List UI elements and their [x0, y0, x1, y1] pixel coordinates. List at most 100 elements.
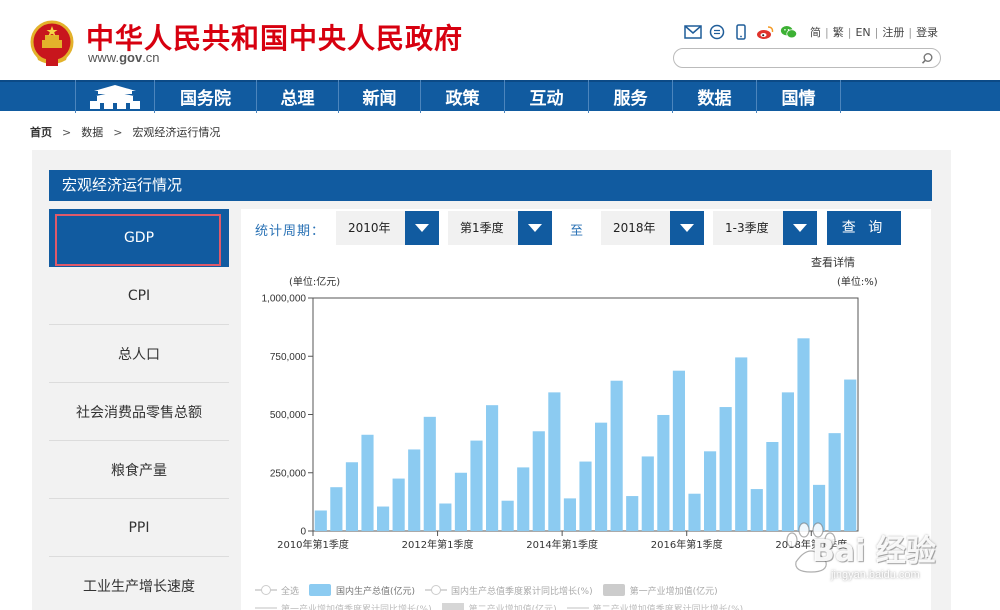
gdp-bar [828, 433, 841, 531]
to-year-select[interactable]: 2018年 [601, 211, 704, 245]
to-label: 至 [570, 224, 584, 239]
legend-label: 第一产业增加值季度累计同比增长(%) [281, 604, 432, 610]
legend-item-secondary-industry[interactable]: 第二产业增加值(亿元) [441, 602, 557, 610]
weibo-icon[interactable] [756, 24, 774, 40]
site-search-box [673, 48, 941, 68]
unit-left-label: (单位:亿元) [289, 277, 341, 288]
y-tick-label: 500,000 [270, 410, 307, 421]
watermark-url: jingyan.baidu.com [831, 569, 920, 581]
gdp-bar [563, 498, 577, 531]
site-title[interactable]: 中华人民共和国中央人民政府 [86, 22, 464, 55]
breadcrumb: 首页 > 数据 > 宏观经济运行情况 [30, 124, 220, 140]
legend-label: 第一产业增加值(亿元) [629, 586, 718, 597]
menu-item-industrial-growth[interactable]: 工业生产增长速度 [49, 557, 229, 610]
nav-item-services[interactable]: 服务 [589, 80, 673, 113]
menu-item-retail-sales[interactable]: 社会消费品零售总额 [49, 383, 229, 441]
gdp-bar [610, 380, 623, 531]
wechat-icon[interactable] [780, 24, 798, 40]
search-icon[interactable] [921, 52, 934, 65]
gdp-bar [626, 496, 639, 531]
gdp-bar [345, 462, 359, 531]
language-links: 简 | 繁 | EN | 注册 | 登录 [806, 24, 942, 40]
mail-icon[interactable] [684, 24, 702, 40]
nav-item-national-info[interactable]: 国情 [757, 80, 841, 113]
watermark-text: Bai 经验 [812, 534, 936, 569]
menu-item-label: GDP [123, 230, 155, 246]
chevron-down-icon[interactable] [518, 211, 552, 245]
menu-item-grain-output[interactable]: 粮食产量 [49, 441, 229, 499]
unit-right-label: (单位:%) [837, 277, 878, 288]
legend-item-select-all[interactable]: 全选 [255, 584, 299, 597]
to-year-value: 2018年 [613, 221, 656, 235]
gdp-bar [641, 456, 654, 531]
legend-line-swatch [566, 603, 589, 610]
breadcrumb-data[interactable]: 数据 [81, 126, 104, 139]
gdp-bar [485, 405, 499, 531]
nav-item-state-council[interactable]: 国务院 [155, 80, 257, 113]
separator: | [847, 25, 852, 39]
national-emblem-icon[interactable] [30, 20, 74, 68]
gdp-bar [376, 506, 390, 531]
nav-item-interaction[interactable]: 互动 [505, 80, 589, 113]
gdp-bar [672, 370, 686, 531]
chart-legend: 全选 国内生产总值(亿元) 国内生产总值季度累计同比增长(%) 第一产业增加值(… [255, 583, 728, 597]
query-button[interactable]: 查 询 [827, 211, 901, 245]
nav-item-data[interactable]: 数据 [673, 80, 757, 113]
separator: | [874, 25, 879, 39]
gdp-bar [423, 416, 436, 531]
lang-simplified-link[interactable]: 简 [810, 26, 821, 39]
gdp-bar [392, 478, 405, 531]
legend-item-primary-industry[interactable]: 第一产业增加值(亿元) [602, 584, 718, 597]
gdp-bar [703, 451, 717, 531]
view-details-link[interactable]: 查看详情 [811, 256, 855, 269]
from-year-select[interactable]: 2010年 [336, 211, 439, 245]
gdp-bar [408, 449, 421, 531]
gdp-bar [735, 357, 748, 531]
mobile-icon[interactable] [732, 24, 750, 40]
site-url-prefix: www. [88, 50, 120, 65]
from-quarter-select[interactable]: 第1季度 [448, 211, 552, 245]
nav-item-premier[interactable]: 总理 [257, 80, 339, 113]
gdp-bar-chart: 1,000,000 750,000 500,000 250,000 02010年第1季度… [262, 294, 859, 551]
menu-item-total-population[interactable]: 总人口 [49, 325, 229, 383]
message-icon[interactable] [708, 24, 726, 40]
breadcrumb-home[interactable]: 首页 [30, 126, 52, 139]
gdp-bar [594, 422, 608, 531]
chevron-down-icon[interactable] [670, 211, 704, 245]
chevron-down-icon[interactable] [783, 211, 817, 245]
selection-highlight [55, 214, 221, 266]
legend-item-primary-growth[interactable]: 第一产业增加值季度累计同比增长(%) [255, 602, 432, 610]
lang-traditional-link[interactable]: 繁 [832, 26, 844, 39]
site-url-bold: gov [119, 50, 143, 65]
x-tick-label: 2014年第1季度 [526, 538, 598, 551]
separator: | [908, 25, 913, 39]
legend-label: 第二产业增加值(亿元) [468, 604, 557, 610]
menu-item-gdp[interactable]: GDP [49, 209, 229, 267]
gdp-bar [470, 440, 483, 531]
gdp-bar [812, 484, 826, 531]
to-quarter-value: 1-3季度 [725, 221, 769, 235]
gdp-bar [532, 431, 545, 531]
lang-english-link[interactable]: EN [855, 25, 871, 39]
menu-item-ppi[interactable]: PPI [49, 499, 229, 557]
gdp-bar [719, 407, 732, 531]
search-input[interactable] [682, 51, 912, 65]
x-tick-label: 2010年第1季度 [277, 538, 349, 551]
chevron-right-icon: > [62, 125, 72, 139]
tiananmen-gate-icon[interactable] [75, 80, 155, 113]
legend-item-secondary-growth[interactable]: 第二产业增加值季度累计同比增长(%) [566, 602, 743, 610]
gdp-bar [657, 414, 670, 531]
gdp-bar [501, 500, 514, 531]
menu-item-cpi[interactable]: CPI [49, 267, 229, 325]
to-quarter-select[interactable]: 1-3季度 [713, 211, 817, 245]
gdp-bar [517, 467, 530, 531]
legend-item-gdp-growth[interactable]: 国内生产总值季度累计同比增长(%) [425, 584, 593, 597]
chevron-down-icon[interactable] [405, 211, 439, 245]
login-link[interactable]: 登录 [916, 26, 939, 39]
legend-item-gdp[interactable]: 国内生产总值(亿元) [309, 584, 415, 597]
nav-item-policy[interactable]: 政策 [421, 80, 505, 113]
register-link[interactable]: 注册 [882, 26, 905, 39]
site-url[interactable]: www.gov.cn [88, 50, 160, 65]
x-tick-label: 2016年第1季度 [651, 538, 723, 551]
nav-item-news[interactable]: 新闻 [339, 80, 421, 113]
